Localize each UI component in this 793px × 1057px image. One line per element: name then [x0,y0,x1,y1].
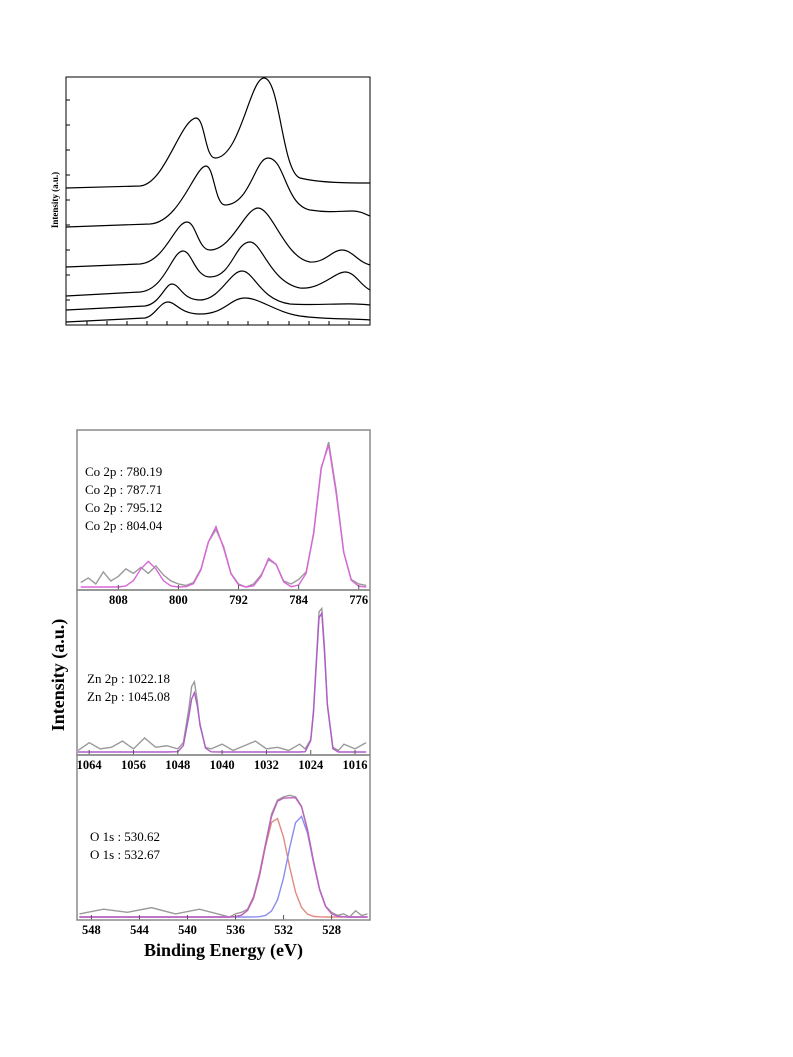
spectrum-line [80,444,367,588]
bottom-figure: 808 800 792 784 776 Co 2p : 780.19 Co 2p : 787… [48,429,371,961]
top-curve [65,241,371,297]
top-curve [65,270,371,311]
x-tick-label: 776 [349,593,368,607]
top-ticks [66,99,350,325]
x-tick-label: 1056 [121,758,146,772]
annotation: Co 2p : 804.04 [85,518,163,533]
x-tick-label: 792 [229,593,248,607]
x-tick-label: 532 [274,923,293,937]
top-curve [65,77,371,189]
x-tick-label: 1064 [77,758,103,772]
top-frame [65,76,371,326]
panel-frame [76,754,371,921]
x-tick-label: 800 [169,593,188,607]
x-tick-label: 1024 [298,758,324,772]
annotation: Zn 2p : 1045.08 [87,689,170,704]
annotation: Co 2p : 780.19 [85,464,162,479]
top-curve [65,207,371,268]
top-curve [65,157,371,228]
spectrum-line [79,797,368,918]
x-tick-label: 784 [289,593,309,607]
x-tick-label: 1040 [210,758,235,772]
spectrum-line [79,794,368,918]
x-tick-label: 808 [109,593,128,607]
annotation: Co 2p : 787.71 [85,482,162,497]
x-tick-label: 1032 [254,758,279,772]
x-axis-label: Binding Energy (eV) [144,940,303,961]
x-tick-label: 1048 [165,758,190,772]
annotation: O 1s : 530.62 [90,829,160,844]
x-tick-label: 528 [322,923,341,937]
x-tick-label: 540 [178,923,197,937]
x-tick-label: 536 [226,923,245,937]
x-tick-label: 1016 [343,758,368,772]
annotation: Co 2p : 795.12 [85,500,162,515]
top-figure: Intensity (a.u.) [50,76,371,326]
spectrum-line [78,610,367,753]
x-tick-label: 544 [130,923,150,937]
top-curve [65,297,371,323]
y-axis-label: Intensity (a.u.) [48,619,69,732]
annotation: Zn 2p : 1022.18 [87,671,170,686]
top-y-label: Intensity (a.u.) [50,172,60,228]
x-tick-label: 548 [82,923,101,937]
annotation: O 1s : 532.67 [90,847,161,862]
